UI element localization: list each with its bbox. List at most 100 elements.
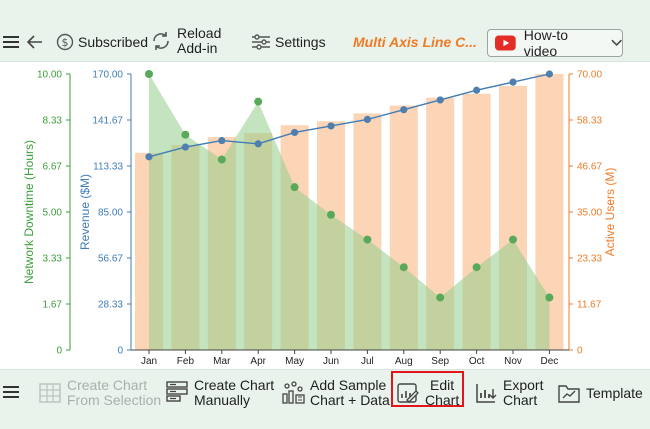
downtime-point <box>181 130 190 139</box>
table-icon <box>39 383 61 403</box>
downtime-point <box>436 293 445 302</box>
downtime-point <box>145 70 153 78</box>
downtime-point <box>545 293 554 302</box>
month-label: Apr <box>250 356 266 367</box>
month-label: Jul <box>361 356 374 367</box>
axis-tick-label: 8.33 <box>43 116 63 127</box>
bottom-hamburger-icon[interactable] <box>3 385 19 399</box>
youtube-icon <box>495 35 516 51</box>
edit-chart-button[interactable]: Edit Chart <box>396 378 459 408</box>
folder-chart-icon <box>558 385 580 403</box>
subscribed-button[interactable]: $ Subscribed <box>56 33 148 51</box>
axis-tick-label: 113.33 <box>93 162 123 173</box>
downtime-point <box>509 235 517 244</box>
left-inner-ticks: 0 28.33 56.67 85.00 113.33 141.67 170.00 <box>92 70 131 357</box>
settings-label: Settings <box>275 34 326 50</box>
template-label: Template <box>586 385 643 401</box>
subscribed-label: Subscribed <box>78 34 149 50</box>
month-label: Dec <box>541 356 559 367</box>
axis-tick-label: 23.33 <box>577 254 602 265</box>
axis-tick-label: 85.00 <box>98 208 123 219</box>
export-line2: Chart <box>503 392 538 408</box>
downtime-point <box>399 263 408 272</box>
revenue-point <box>145 153 153 161</box>
axis-tick-label: 1.67 <box>43 300 63 311</box>
downtime-point <box>290 183 299 192</box>
revenue-points <box>145 70 554 161</box>
axis-tick-label: 3.33 <box>43 254 63 265</box>
month-ticks: Jan Feb Mar Apr May Jun Jul Aug Sep Oct Nov Dec <box>141 350 558 367</box>
axis-tick-label: 0 <box>117 346 123 357</box>
month-label: Oct <box>469 356 485 367</box>
reload-label-line1: Reload <box>177 25 222 41</box>
create-chart-from-selection-button[interactable]: Create Chart From Selection <box>38 378 161 408</box>
axis-tick-label: 28.33 <box>98 300 123 311</box>
axis-tick-label: 170.00 <box>92 70 123 81</box>
export-chart-button[interactable]: Export Chart <box>474 378 543 408</box>
axis-tick-label: 58.33 <box>577 116 602 127</box>
month-label: May <box>285 356 304 367</box>
create-man-line2: Manually <box>194 392 251 408</box>
data-grid-icon <box>166 381 188 402</box>
edit-chart-highlight <box>391 371 464 407</box>
month-label: Sep <box>431 356 449 367</box>
add-sample-chart-button[interactable]: Add Sample Chart + Data <box>280 378 390 408</box>
axis-tick-label: 5.00 <box>43 208 63 219</box>
axis-tick-label: 141.67 <box>92 116 123 127</box>
axis-tick-label: 0 <box>56 346 62 357</box>
downtime-point <box>472 263 481 272</box>
export-chart-icon <box>476 384 497 403</box>
sample-chart-icon <box>282 381 305 404</box>
revenue-point <box>509 78 517 86</box>
right-ticks: 0 11.67 23.33 35.00 46.67 58.33 70.00 <box>569 70 602 357</box>
downtime-point <box>217 155 226 164</box>
create-chart-manually-button[interactable]: Create Chart Manually <box>165 378 274 408</box>
downtime-point <box>327 210 335 219</box>
create-sel-line2: From Selection <box>67 392 162 408</box>
month-label: Jan <box>141 356 157 367</box>
edit-line1: Edit <box>430 377 455 393</box>
back-arrow-icon[interactable] <box>27 35 43 49</box>
settings-icon <box>252 34 270 50</box>
axis-tick-label: 6.67 <box>43 162 63 173</box>
month-label: Aug <box>395 356 413 367</box>
app-brand-title: Multi Axis Line C... <box>353 34 477 50</box>
revenue-point <box>181 143 189 151</box>
month-label: Mar <box>213 356 231 367</box>
downtime-point <box>363 235 372 244</box>
create-sel-line1: Create Chart <box>67 377 148 393</box>
axis-tick-label: 56.67 <box>98 254 123 265</box>
revenue-point <box>436 96 444 104</box>
revenue-point <box>363 115 371 124</box>
revenue-point <box>473 86 481 94</box>
axis-tick-label: 46.67 <box>577 162 602 173</box>
hamburger-icon[interactable] <box>3 35 19 49</box>
template-button[interactable]: Template <box>557 382 643 404</box>
export-line1: Export <box>503 377 544 393</box>
revenue-point <box>545 70 554 78</box>
downtime-point <box>254 97 263 106</box>
create-man-line1: Create Chart <box>194 377 275 393</box>
settings-button[interactable]: Settings <box>251 33 326 51</box>
axis-tick-label: 0 <box>577 346 583 357</box>
left-outer-ticks: 0 1.67 3.33 5.00 6.67 8.33 10.00 <box>37 70 70 357</box>
month-label: Feb <box>177 356 195 367</box>
dollar-icon: $ <box>56 33 74 51</box>
revenue-point <box>400 106 408 114</box>
revenue-point <box>218 136 226 145</box>
right-axis-label: Active Users (M) <box>603 168 617 257</box>
top-toolbar: $ Subscribed Reload Add-in Settings Mult… <box>0 0 650 62</box>
reload-label-line2: Add-in <box>177 40 218 56</box>
svg-text:$: $ <box>62 36 69 49</box>
howto-video-dropdown[interactable]: How-to video <box>487 27 623 59</box>
left-outer-axis-label: Network Downtime (Hours) <box>22 140 36 284</box>
month-label: Nov <box>504 356 522 367</box>
reload-addin-button[interactable]: Reload Add-in <box>150 26 221 56</box>
left-inner-axis-label: Revenue ($M) <box>78 174 92 250</box>
sample-line1: Add Sample <box>310 377 387 393</box>
revenue-point <box>291 128 299 137</box>
network-downtime-points <box>145 70 554 302</box>
axis-tick-label: 10.00 <box>37 70 62 81</box>
multi-axis-chart: 0 1.67 3.33 5.00 6.67 8.33 10.00 0 28.33 56.67 85… <box>22 70 617 368</box>
month-label: Jun <box>323 356 339 367</box>
